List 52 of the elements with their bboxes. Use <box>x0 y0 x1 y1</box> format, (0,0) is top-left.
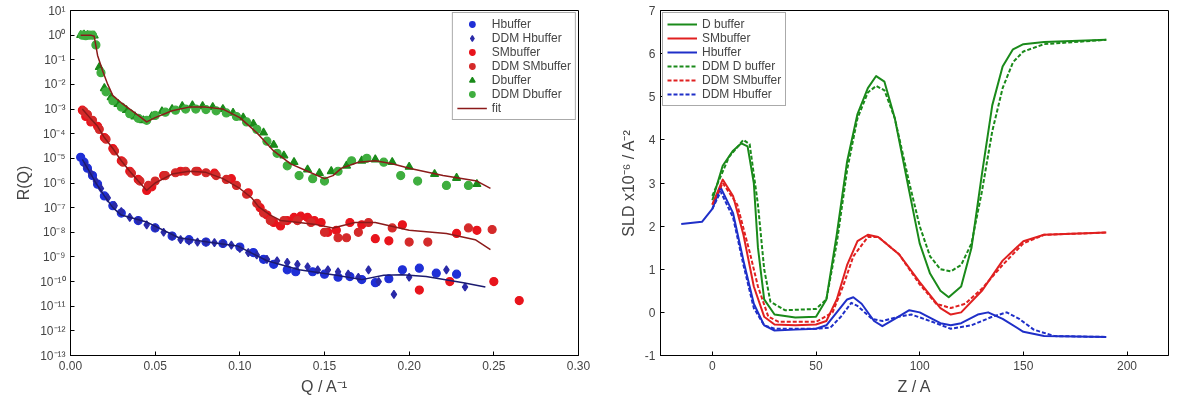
y-tick-label: 10⁻⁶ <box>43 176 66 190</box>
x-tick-label: 0.05 <box>143 358 168 373</box>
legend-label: DDM SMbuffer <box>491 59 571 73</box>
y-tick-label: 10⁻⁵ <box>43 151 66 166</box>
x-tick-label: 0.30 <box>566 358 591 373</box>
x-tick-label: 0.25 <box>482 358 506 373</box>
y-tick-label: 10⁻⁷ <box>43 200 66 215</box>
y-axis-title: R(Q) <box>15 165 33 201</box>
x-tick-label: 50 <box>809 358 824 373</box>
y-tick-label: 0 <box>648 305 656 320</box>
legend-label: fit <box>491 101 503 115</box>
y-tick-label: 6 <box>648 47 656 62</box>
x-tick-label: 0.10 <box>228 358 252 373</box>
y-tick-label: 3 <box>648 176 656 191</box>
y-tick-label: 10⁻¹ <box>44 52 66 67</box>
y-tick-label: 10⁻⁹ <box>43 249 66 264</box>
legend-label: DDM Dbuffer <box>491 87 562 101</box>
x-tick-label: 0.15 <box>312 358 337 373</box>
x-tick-label: 0.20 <box>397 358 422 373</box>
y-tick-label: 10⁻² <box>44 77 66 92</box>
y-tick-label: 10¹ <box>48 3 66 18</box>
legend-label: Dbuffer <box>491 73 531 87</box>
y-tick-label: 7 <box>648 4 656 18</box>
x-tick-label: 150 <box>1013 358 1034 373</box>
legend-label: D buffer <box>702 17 745 31</box>
y-tick-label: 10⁻⁴ <box>43 126 66 141</box>
x-axis-title: Q / A⁻¹ <box>301 377 348 395</box>
legend-label: Hbuffer <box>491 17 531 31</box>
y-tick-label: 4 <box>648 133 656 148</box>
y-tick-label: 10⁻¹¹ <box>40 299 66 314</box>
x-axis-title: Z / A <box>897 377 931 395</box>
legend-label: DDM D buffer <box>702 59 776 73</box>
x-tick-label: 0.00 <box>58 358 83 373</box>
legend-label: DDM Hbuffer <box>702 87 772 101</box>
x-tick-label: 100 <box>909 358 931 373</box>
y-tick-label: 10⁻¹² <box>40 323 66 338</box>
y-axis-title: SLD x10⁻⁶ / A⁻² <box>619 129 637 237</box>
x-tick-label: 0 <box>709 358 716 373</box>
legend-label: DDM SMbuffer <box>702 73 782 87</box>
legend-label: SMbuffer <box>491 45 541 59</box>
y-tick-label: 10⁻⁸ <box>43 225 66 240</box>
y-tick-label: 2 <box>648 219 656 234</box>
legend-label: DDM Hbuffer <box>491 31 562 45</box>
x-tick-label: 200 <box>1117 358 1138 373</box>
y-tick-label: 10⁻¹⁰ <box>40 274 66 289</box>
y-tick-label: 1 <box>648 262 656 277</box>
legend-label: SMbuffer <box>702 31 751 45</box>
y-tick-label: 5 <box>648 90 656 105</box>
y-tick-label: 10⁻³ <box>44 102 66 117</box>
y-tick-label: -1 <box>644 349 656 363</box>
y-tick-label: 10⁰ <box>48 28 66 43</box>
legend-label: Hbuffer <box>702 45 742 59</box>
